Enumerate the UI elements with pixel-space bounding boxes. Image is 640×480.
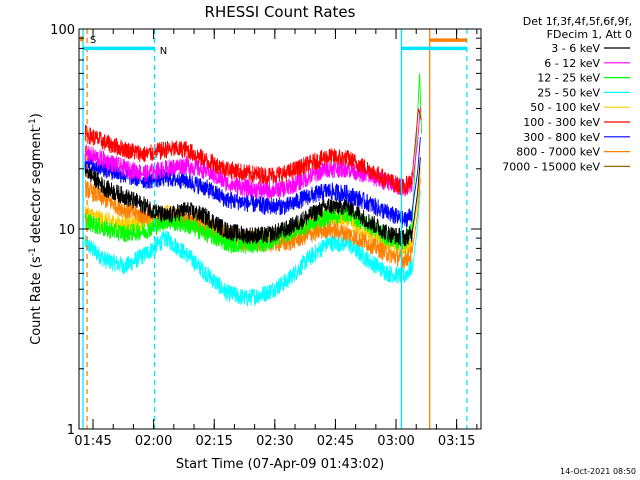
legend-entry-label: 800 - 7000 keV xyxy=(516,146,600,159)
x-axis-label: Start Time (07-Apr-09 01:43:02) xyxy=(176,457,384,472)
x-axis: 01:45 02:00 02:15 02:30 02:45 03:00 03:15 xyxy=(74,29,478,449)
legend-entry-label: 25 - 50 keV xyxy=(537,86,600,99)
legend-entry-label: 3 - 6 keV xyxy=(551,42,600,55)
series-line xyxy=(84,108,422,196)
y-tick-label: 100 xyxy=(50,23,75,38)
y-axis-label: Count Rate (s-1 detector segment-1) xyxy=(28,113,44,345)
x-tick-label: 02:15 xyxy=(195,434,232,449)
legend-entry-label: 6 - 12 keV xyxy=(544,57,600,70)
x-tick-label: 01:45 xyxy=(74,434,111,449)
legend-entry-label: 12 - 25 keV xyxy=(537,72,600,85)
legend-entry-label: 100 - 300 keV xyxy=(523,116,600,129)
chart-title: RHESSI Count Rates xyxy=(205,3,356,21)
series-layer xyxy=(84,73,423,307)
series-line xyxy=(84,190,421,307)
x-tick-label: 02:30 xyxy=(256,434,293,449)
y-tick-label: 10 xyxy=(58,223,75,238)
legend: Det 1f,3f,4f,5f,6f,9f, FDecim 1, Att 0 3… xyxy=(502,15,632,173)
series-line xyxy=(84,157,421,247)
y-tick-label: 1 xyxy=(67,423,75,438)
series-line xyxy=(84,106,421,200)
segment-marker xyxy=(80,36,84,42)
y-axis-label-end: ) xyxy=(29,113,44,118)
x-tick-label: 02:45 xyxy=(317,434,354,449)
y-axis-label-mid: detector segment xyxy=(29,127,44,247)
y-axis-label-sup2: -1 xyxy=(28,118,38,127)
segment-label-s: S xyxy=(90,35,96,46)
legend-header-line-2: FDecim 1, Att 0 xyxy=(547,28,632,41)
legend-header-line-1: Det 1f,3f,4f,5f,6f,9f, xyxy=(523,15,632,28)
x-tick-label: 03:00 xyxy=(377,434,414,449)
y-axis: 1 10 100 xyxy=(50,23,481,438)
x-tick-label: 02:00 xyxy=(135,434,172,449)
segment-label-n: N xyxy=(160,46,167,57)
y-axis-label-main: Count Rate (s xyxy=(29,256,44,345)
series-line xyxy=(84,73,423,254)
x-tick-label: 03:15 xyxy=(438,434,475,449)
footer-timestamp: 14-Oct-2021 08:50 xyxy=(560,467,636,476)
legend-entry-label: 50 - 100 keV xyxy=(530,101,600,114)
legend-entry-label: 300 - 800 keV xyxy=(523,131,600,144)
legend-entry-label: 7000 - 15000 keV xyxy=(502,160,600,173)
y-axis-label-sup1: -1 xyxy=(28,247,38,256)
